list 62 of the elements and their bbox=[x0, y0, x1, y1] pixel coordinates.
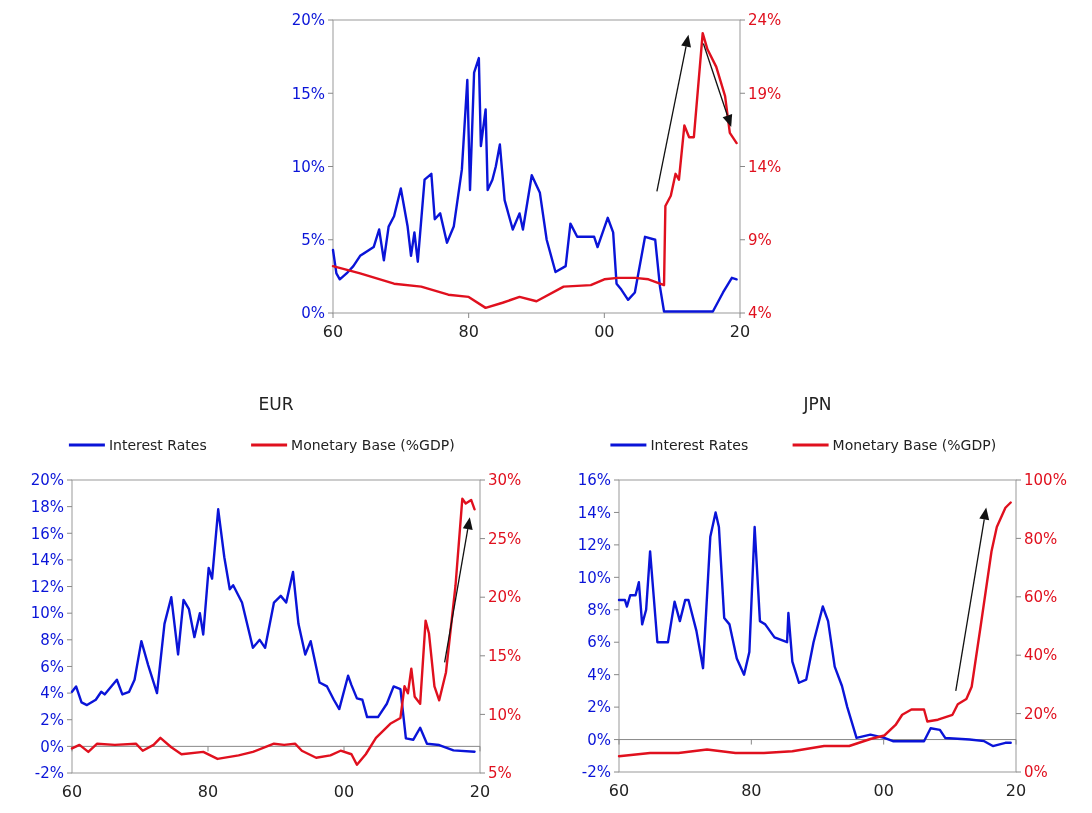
x-tick-label: 60 bbox=[322, 322, 344, 341]
y-tick-label: 4% bbox=[587, 665, 611, 684]
x-tick-label: 20 bbox=[1005, 781, 1027, 800]
y2-tick-label: 30% bbox=[488, 471, 522, 490]
y-tick-label: 2% bbox=[40, 710, 64, 729]
y-tick-label: 15% bbox=[291, 84, 325, 103]
legend-label: Monetary Base (%GDP) bbox=[291, 436, 455, 453]
chart-title: EUR bbox=[258, 394, 294, 414]
y-tick-label: -2% bbox=[34, 764, 64, 783]
y-tick-label: 6% bbox=[40, 657, 64, 676]
x-tick-label: 60 bbox=[61, 782, 83, 801]
y2-tick-label: 24% bbox=[748, 11, 782, 30]
y2-tick-label: 19% bbox=[748, 84, 782, 103]
y-tick-label: 20% bbox=[30, 471, 64, 490]
y2-tick-label: 10% bbox=[488, 705, 522, 724]
y2-tick-label: 4% bbox=[748, 304, 772, 323]
x-tick-label: 00 bbox=[333, 782, 355, 801]
y2-tick-label: 9% bbox=[748, 231, 772, 249]
x-tick-label: 00 bbox=[873, 781, 894, 800]
legend-label: Monetary Base (%GDP) bbox=[832, 436, 997, 453]
legend-label: Interest Rates bbox=[650, 436, 749, 453]
x-tick-label: 00 bbox=[594, 322, 615, 341]
y-tick-label: -2% bbox=[581, 763, 611, 782]
y-tick-label: 0% bbox=[301, 304, 325, 323]
y-tick-label: 5% bbox=[301, 231, 325, 249]
y-tick-label: 10% bbox=[30, 604, 64, 623]
y-tick-label: 18% bbox=[30, 497, 64, 516]
x-tick-label: 80 bbox=[741, 781, 762, 800]
y2-tick-label: 20% bbox=[1024, 704, 1058, 723]
y2-tick-label: 100% bbox=[1024, 471, 1067, 490]
y-tick-label: 8% bbox=[40, 631, 64, 650]
y-tick-label: 2% bbox=[587, 698, 611, 717]
y2-tick-label: 0% bbox=[1024, 763, 1048, 782]
y-tick-label: 12% bbox=[30, 577, 64, 596]
y2-tick-label: 25% bbox=[488, 529, 522, 548]
y-tick-label: 4% bbox=[40, 684, 64, 703]
x-tick-label: 60 bbox=[608, 781, 630, 800]
y-tick-label: 10% bbox=[291, 157, 325, 176]
y2-tick-label: 20% bbox=[488, 588, 522, 607]
x-tick-label: 20 bbox=[729, 322, 751, 341]
y2-tick-label: 14% bbox=[748, 157, 782, 176]
y-tick-label: 10% bbox=[577, 568, 611, 587]
y-tick-label: 0% bbox=[587, 730, 611, 749]
y2-tick-label: 60% bbox=[1024, 588, 1058, 607]
y2-tick-label: 15% bbox=[488, 647, 522, 666]
legend-label: Interest Rates bbox=[108, 436, 207, 453]
y-tick-label: 6% bbox=[587, 633, 611, 652]
y-tick-label: 12% bbox=[577, 536, 611, 555]
y-tick-label: 20% bbox=[291, 11, 325, 30]
x-tick-label: 20 bbox=[469, 782, 491, 801]
y-tick-label: 8% bbox=[587, 601, 611, 620]
y-tick-label: 14% bbox=[30, 551, 64, 570]
x-tick-label: 80 bbox=[197, 782, 219, 801]
y2-tick-label: 5% bbox=[488, 764, 512, 783]
y-tick-label: 0% bbox=[40, 737, 64, 756]
y2-tick-label: 40% bbox=[1024, 646, 1058, 665]
x-tick-label: 80 bbox=[458, 322, 479, 341]
y2-tick-label: 80% bbox=[1024, 529, 1058, 548]
y-tick-label: 14% bbox=[577, 503, 611, 522]
y-tick-label: 16% bbox=[577, 471, 611, 490]
chart-title: JPN bbox=[802, 394, 832, 414]
y-tick-label: 16% bbox=[30, 524, 64, 543]
